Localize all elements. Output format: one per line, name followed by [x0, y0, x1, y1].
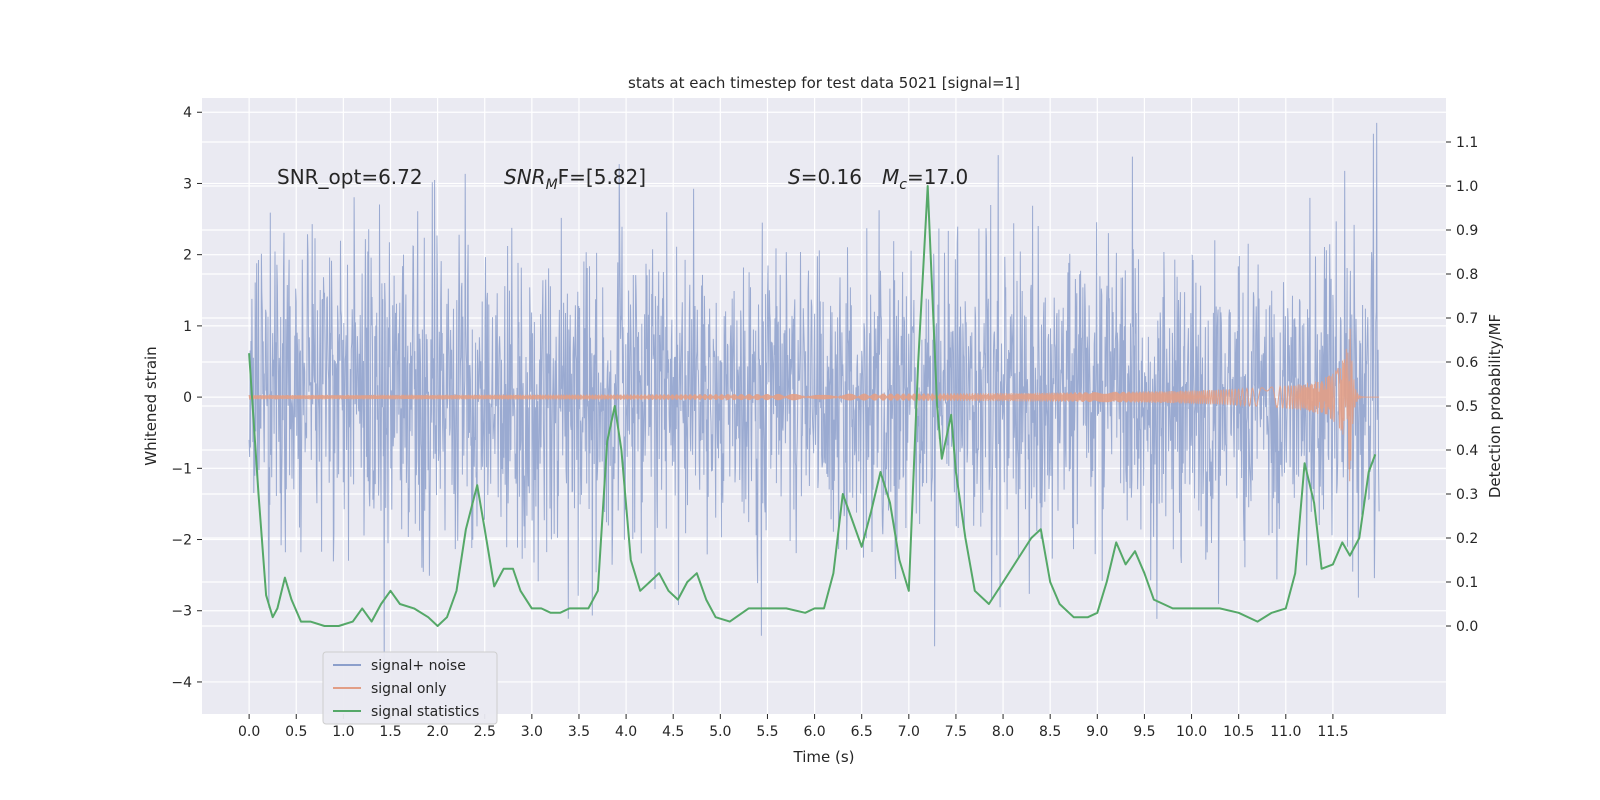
x-tick-label: 8.0 — [992, 724, 1014, 740]
y2-tick-label: 0.6 — [1456, 355, 1478, 371]
y-tick-label: −4 — [171, 675, 192, 691]
y2-tick-label: 0.8 — [1456, 267, 1478, 283]
legend-label-signal-statistics: signal statistics — [371, 704, 479, 720]
y2-tick-label: 0.1 — [1456, 575, 1478, 591]
y-tick-label: 1 — [183, 319, 192, 335]
y2-tick-label: 0.5 — [1456, 399, 1478, 415]
y-tick-label: 2 — [183, 248, 192, 264]
signal-only-line — [248, 328, 1380, 482]
annotation-s: S=0.16 — [788, 165, 862, 189]
x-tick-label: 9.5 — [1133, 724, 1155, 740]
x-tick-label: 6.0 — [803, 724, 825, 740]
x-tick-label: 1.0 — [332, 724, 354, 740]
x-axis-label: Time (s) — [793, 748, 855, 766]
axis-ticks: 0.0 0.5 1.0 1.5 2.0 2.5 3.0 3.5 4.0 4.5 5.0 5.5 6.0 6… — [171, 105, 1478, 740]
annotation-snr-opt: SNR_opt=6.72 — [277, 165, 423, 189]
y-tick-label: −2 — [171, 533, 192, 549]
signal-statistics-line — [248, 185, 1377, 627]
y-tick-label: −1 — [171, 461, 192, 477]
x-tick-label: 5.0 — [709, 724, 731, 740]
legend-label-signal-only: signal only — [371, 681, 446, 697]
x-tick-label: 0.0 — [238, 724, 260, 740]
y-tick-label: −3 — [171, 604, 192, 620]
y-axis-label: Whitened strain — [142, 346, 160, 465]
y-tick-label: 0 — [183, 390, 192, 406]
annotation-mc: Mc=17.0 — [882, 165, 968, 193]
y-tick-label: 4 — [183, 105, 192, 121]
y2-axis-label: Detection probability/MF — [1486, 314, 1504, 498]
y2-tick-label: 0.0 — [1456, 619, 1478, 635]
annotation-snr-mf: SNRMF=[5.82] — [504, 165, 646, 193]
x-tick-label: 8.5 — [1039, 724, 1061, 740]
signal-noise-line — [248, 122, 1380, 672]
y2-tick-label: 0.4 — [1456, 443, 1478, 459]
series-signal-only — [248, 328, 1380, 482]
x-tick-label: 0.5 — [285, 724, 307, 740]
legend-label-signal-noise: signal+ noise — [371, 658, 466, 674]
x-tick-label: 10.5 — [1223, 724, 1254, 740]
y2-tick-label: 0.9 — [1456, 223, 1478, 239]
x-tick-label: 2.0 — [426, 724, 448, 740]
series-signal-noise — [248, 122, 1380, 672]
chart-title: stats at each timestep for test data 502… — [628, 74, 1020, 92]
series-signal-statistics — [248, 185, 1377, 627]
legend: signal+ noise signal only signal statist… — [322, 651, 498, 725]
x-tick-label: 5.5 — [756, 724, 778, 740]
x-tick-label: 4.0 — [615, 724, 637, 740]
x-tick-label: 2.5 — [474, 724, 496, 740]
x-tick-label: 6.5 — [851, 724, 873, 740]
y2-tick-label: 1.0 — [1456, 179, 1478, 195]
x-tick-label: 3.5 — [568, 724, 590, 740]
y2-tick-label: 0.7 — [1456, 311, 1478, 327]
y2-tick-label: 0.3 — [1456, 487, 1478, 503]
x-tick-label: 4.5 — [662, 724, 684, 740]
x-tick-label: 9.0 — [1086, 724, 1108, 740]
x-tick-label: 11.5 — [1317, 724, 1348, 740]
x-tick-label: 1.5 — [379, 724, 401, 740]
legend-box — [322, 651, 498, 725]
x-tick-label: 10.0 — [1176, 724, 1207, 740]
y-tick-label: 3 — [183, 176, 192, 192]
x-tick-label: 11.0 — [1270, 724, 1301, 740]
y2-tick-label: 1.1 — [1456, 135, 1478, 151]
x-tick-label: 7.0 — [898, 724, 920, 740]
y2-tick-label: 0.2 — [1456, 531, 1478, 547]
x-tick-label: 3.0 — [521, 724, 543, 740]
x-tick-label: 7.5 — [945, 724, 967, 740]
